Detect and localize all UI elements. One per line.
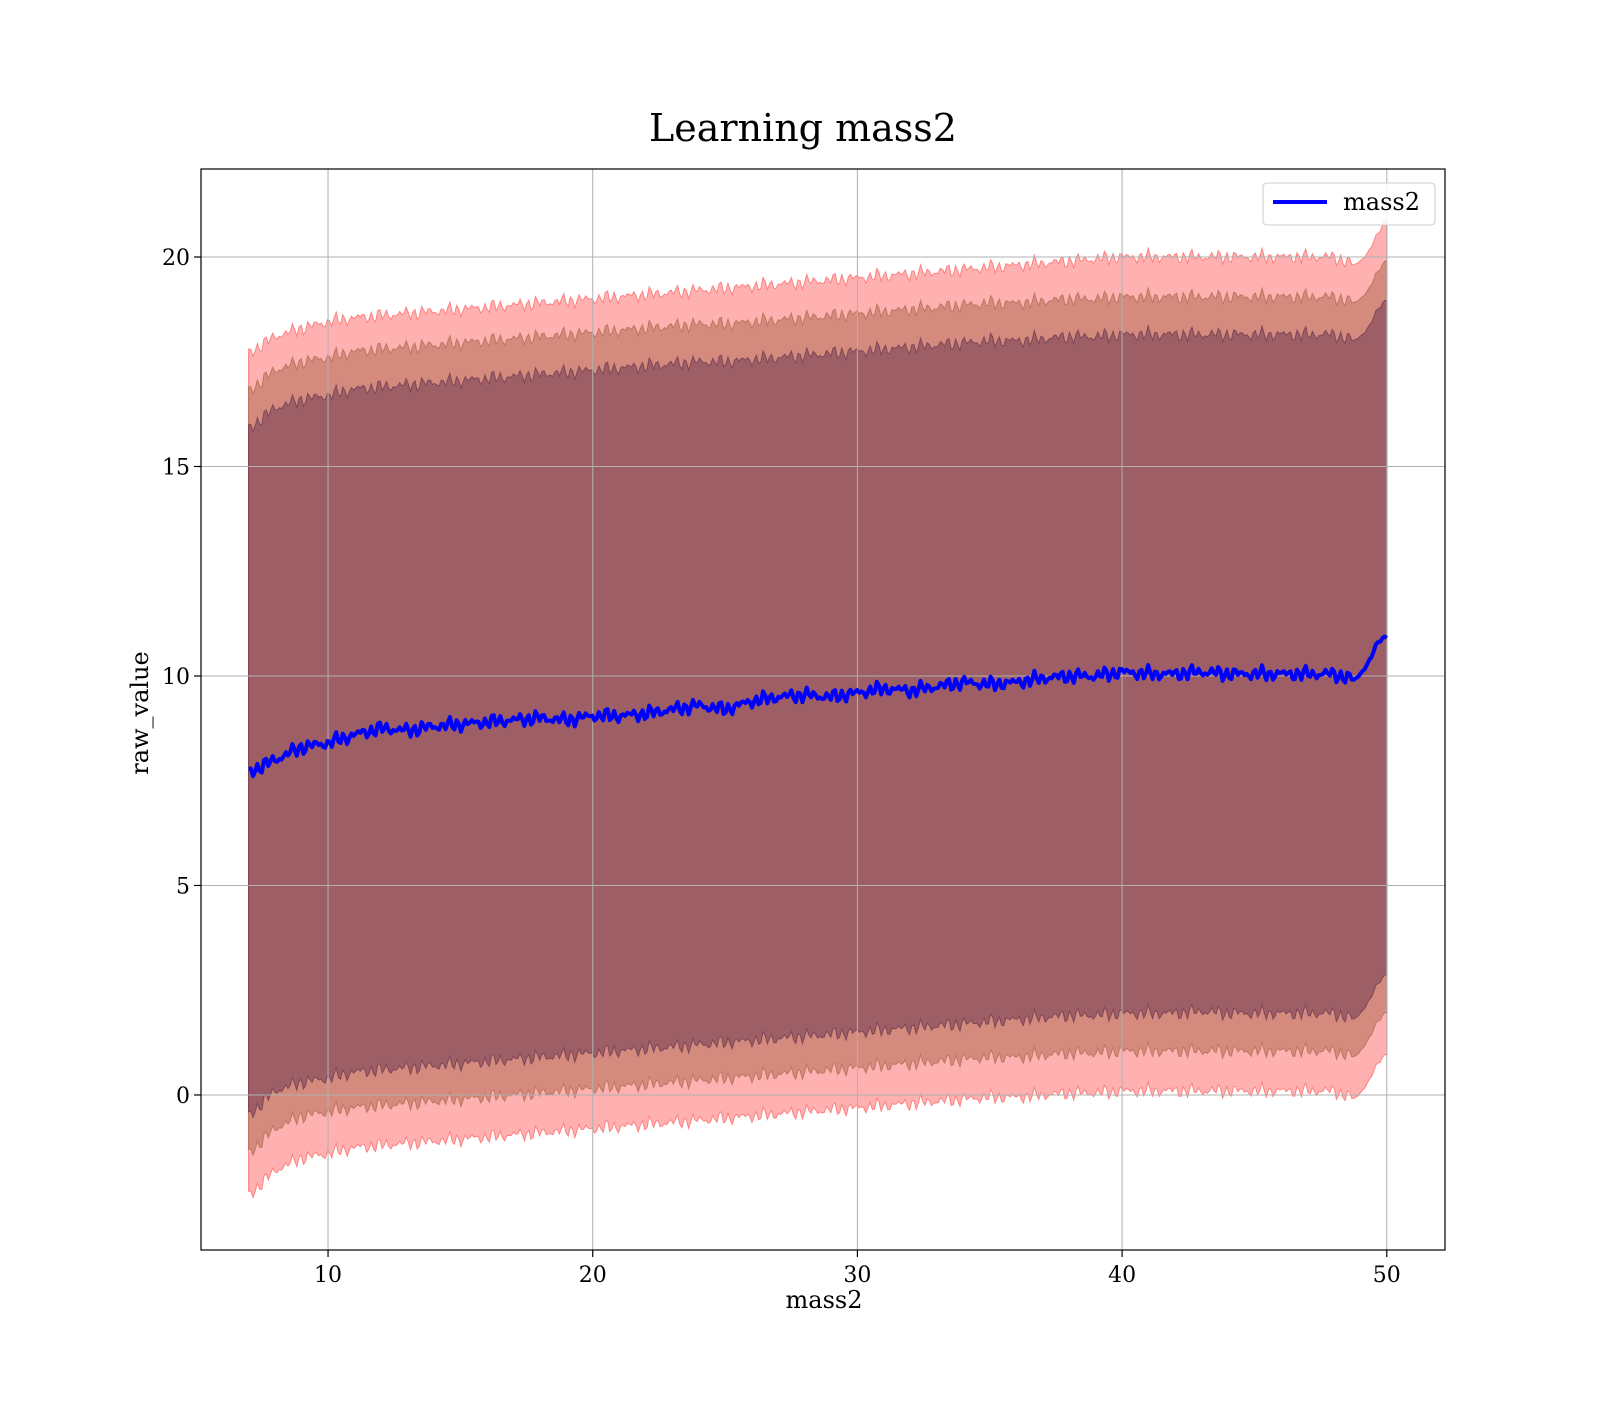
chart-title: Learning mass2 [649, 106, 957, 150]
grid-lines [201, 169, 1445, 1250]
y-tick-label: 5 [176, 874, 190, 899]
y-tick-label: 15 [162, 455, 190, 480]
x-tick-label: 10 [314, 1263, 342, 1288]
y-tick-label: 20 [162, 246, 190, 271]
x-axis-label: mass2 [786, 1286, 863, 1314]
y-tick-label: 10 [162, 665, 190, 690]
legend: mass2 [1262, 182, 1436, 226]
y-axis-label: raw_value [126, 651, 154, 775]
y-axis-ticks: 0 5 10 15 20 [162, 246, 201, 1109]
x-axis-ticks: 10 20 30 40 50 [314, 1250, 1401, 1288]
legend-label-mass2: mass2 [1343, 188, 1420, 216]
legend-box [1262, 182, 1436, 226]
x-tick-label: 30 [843, 1263, 871, 1288]
x-tick-label: 40 [1108, 1263, 1136, 1288]
x-tick-label: 50 [1373, 1263, 1401, 1288]
x-tick-label: 20 [579, 1263, 607, 1288]
plot-area-frame [200, 168, 1446, 1251]
series-line-mass2 [248, 634, 1388, 779]
confidence-bands [248, 217, 1388, 1199]
y-tick-label: 0 [176, 1084, 190, 1109]
series-lines [248, 634, 1388, 779]
band-1sd [248, 299, 1388, 1120]
